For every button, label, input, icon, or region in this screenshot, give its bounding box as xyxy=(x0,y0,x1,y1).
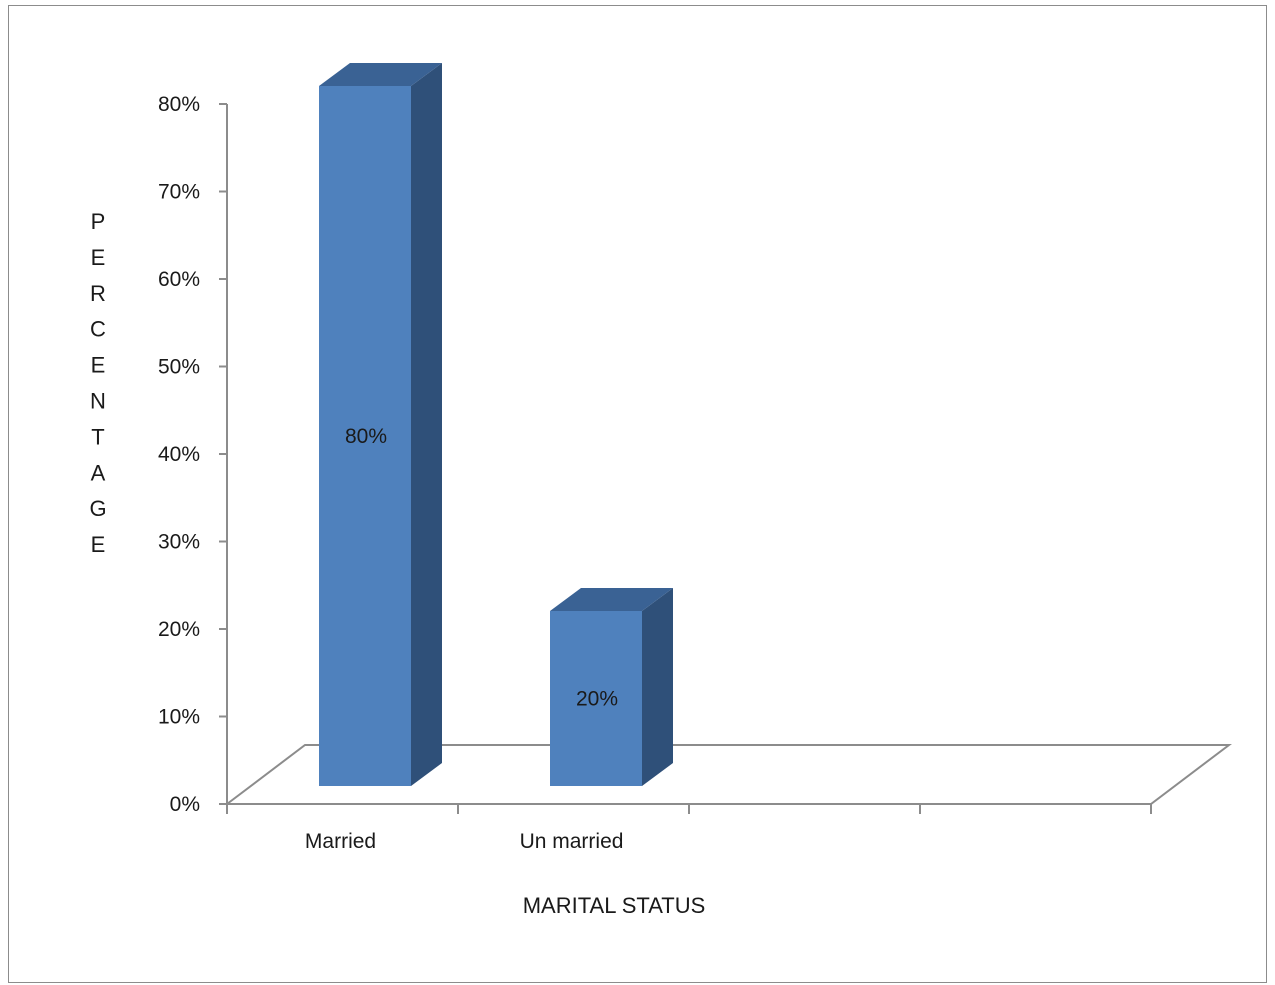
y-axis-title-letter: G xyxy=(89,496,106,521)
chart-floor xyxy=(224,744,1232,805)
y-axis-title-letter: N xyxy=(90,389,106,414)
bar-side xyxy=(642,588,673,786)
y-tick-label: 20% xyxy=(158,618,200,641)
y-tick-label: 50% xyxy=(158,356,200,379)
bar-data-label: 20% xyxy=(576,688,618,711)
y-axis-title-letter: P xyxy=(91,209,106,234)
x-axis-title: MARITAL STATUS xyxy=(523,893,706,918)
bar-top xyxy=(550,588,673,611)
chart-frame xyxy=(8,5,1267,983)
y-axis-title-letter: T xyxy=(91,424,104,449)
y-tick-label: 10% xyxy=(158,706,200,729)
bar-front xyxy=(319,86,411,786)
x-axis: Married Un married xyxy=(226,804,1152,853)
y-axis-title-letter: E xyxy=(91,353,106,378)
y-axis-title-letter: E xyxy=(91,532,106,557)
y-axis-title-letter: E xyxy=(91,245,106,270)
x-tick-label: Married xyxy=(305,830,376,853)
y-tick-label: 30% xyxy=(158,531,200,554)
y-tick-label: 0% xyxy=(170,793,200,816)
y-axis: 0% 10% 20% 30% 40% 50% 60% 70% 80% xyxy=(158,93,228,816)
bar-front xyxy=(550,611,642,786)
x-tick-label: Un married xyxy=(520,830,624,853)
y-tick-label: 80% xyxy=(158,93,200,116)
bar-top xyxy=(319,63,442,86)
y-axis-title-letter: R xyxy=(90,281,106,306)
bar: 20% xyxy=(550,588,673,786)
y-axis-title-letter: A xyxy=(91,460,106,485)
floor-outline xyxy=(224,744,1232,805)
y-tick-label: 40% xyxy=(158,443,200,466)
bars: 80% 20% xyxy=(319,63,673,786)
bar-data-label: 80% xyxy=(345,425,387,448)
y-tick-label: 60% xyxy=(158,268,200,291)
y-tick-label: 70% xyxy=(158,181,200,204)
y-axis-title-letter: C xyxy=(90,317,106,342)
bar-side xyxy=(411,63,442,786)
bar: 80% xyxy=(319,63,442,786)
